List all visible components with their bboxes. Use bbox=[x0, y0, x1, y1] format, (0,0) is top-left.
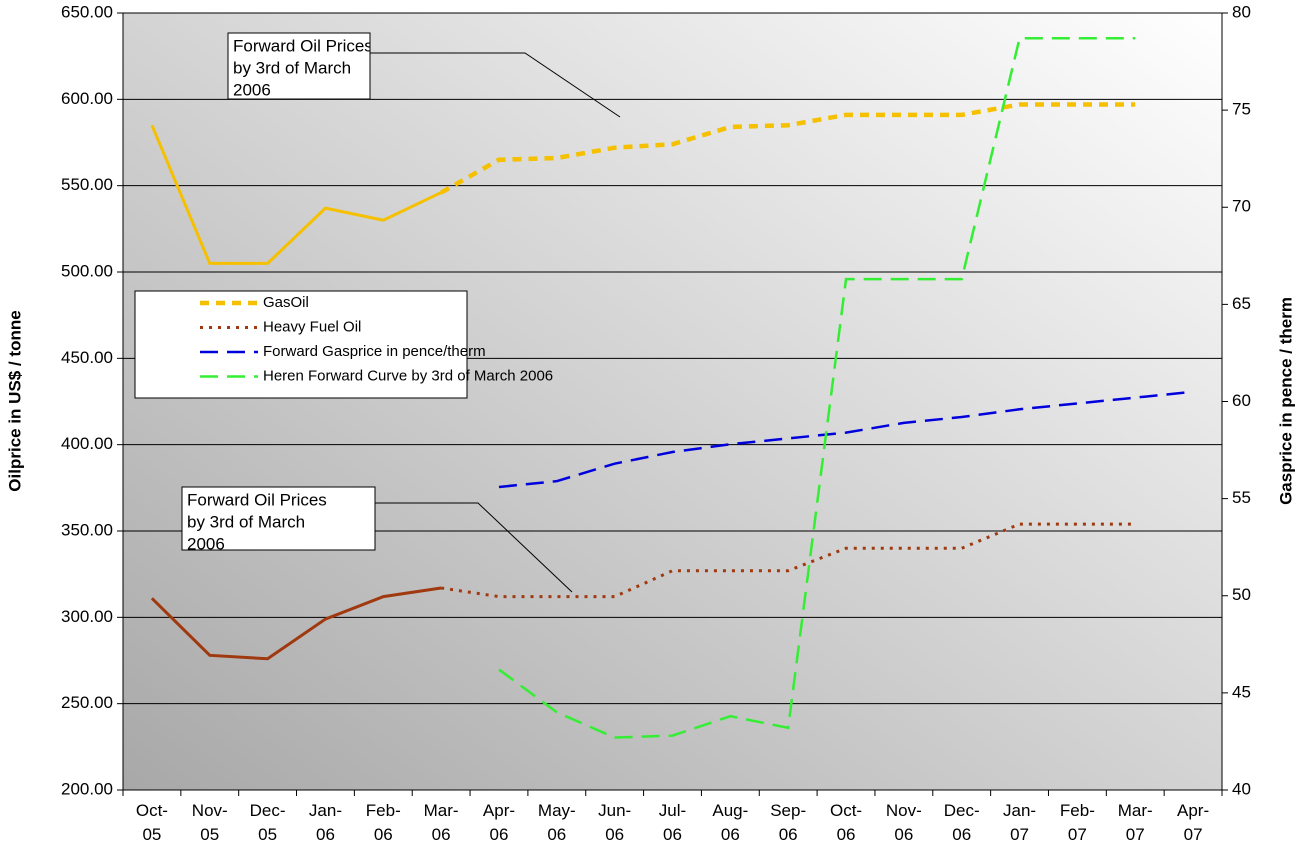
y2-tick-label: 75 bbox=[1232, 100, 1251, 119]
y2-tick-label: 50 bbox=[1232, 585, 1251, 604]
y-tick-label: 200.00 bbox=[61, 779, 113, 798]
legend-label: Heavy Fuel Oil bbox=[263, 318, 361, 335]
annotation-text: Forward Oil Prices bbox=[233, 36, 373, 55]
annotation: Forward Oil Prices by 3rd of March 2006 bbox=[187, 490, 327, 553]
x-tick-label: Jan-07 bbox=[1003, 801, 1036, 844]
annotation-text: 2006 bbox=[233, 80, 271, 99]
legend-label: GasOil bbox=[263, 294, 309, 311]
series-line bbox=[498, 37, 1136, 739]
x-tick-label: Oct-05 bbox=[136, 801, 168, 844]
y-tick-label: 500.00 bbox=[61, 261, 113, 280]
y2-tick-label: 55 bbox=[1232, 488, 1251, 507]
y-tick-label: 350.00 bbox=[61, 520, 113, 539]
y2-axis-title: Gasprice in pence / therm bbox=[1276, 297, 1295, 505]
y2-tick-label: 70 bbox=[1232, 197, 1251, 216]
y-tick-label: 650.00 bbox=[61, 2, 113, 21]
annotation-text: Forward Oil Prices bbox=[187, 490, 327, 509]
y-tick-label: 450.00 bbox=[61, 348, 113, 367]
annotation-box bbox=[227, 32, 371, 100]
x-tick-label: Dec-05 bbox=[250, 801, 286, 844]
y-tick-label: 550.00 bbox=[61, 175, 113, 194]
x-tick-label: Aug-06 bbox=[712, 801, 748, 844]
x-tick-label: Feb-07 bbox=[1060, 801, 1095, 844]
y2-tick-label: 65 bbox=[1232, 294, 1251, 313]
y-tick-label: 300.00 bbox=[61, 607, 113, 626]
annotation-text: by 3rd of March bbox=[187, 512, 305, 531]
leader-line bbox=[370, 52, 621, 118]
series-line bbox=[440, 522, 1136, 599]
plot-area bbox=[123, 13, 1222, 790]
annotation-box bbox=[181, 486, 376, 551]
x-tick-label: Nov-05 bbox=[192, 801, 228, 844]
x-tick-label: Jun-06 bbox=[598, 801, 631, 844]
x-tick-label: Apr-07 bbox=[1177, 801, 1209, 844]
y-tick-label: 250.00 bbox=[61, 693, 113, 712]
leader-line bbox=[375, 502, 573, 593]
x-tick-label: May-06 bbox=[538, 801, 576, 844]
x-tick-label: Mar-07 bbox=[1118, 801, 1153, 844]
x-tick-label: Sep-06 bbox=[770, 801, 806, 844]
x-tick-label: Nov-06 bbox=[886, 801, 922, 844]
x-tick-label: Mar-06 bbox=[424, 801, 459, 844]
series-line bbox=[440, 102, 1136, 195]
series-line bbox=[498, 390, 1194, 489]
x-tick-label: Jan-06 bbox=[309, 801, 342, 844]
x-tick-label: Dec-06 bbox=[944, 801, 980, 844]
legend-label: Heren Forward Curve by 3rd of March 2006 bbox=[263, 367, 553, 384]
legend-box bbox=[134, 290, 468, 399]
y-tick-label: 400.00 bbox=[61, 434, 113, 453]
legend-label: Forward Gasprice in pence/therm bbox=[263, 343, 486, 360]
y2-tick-label: 60 bbox=[1232, 391, 1251, 410]
y2-tick-label: 40 bbox=[1232, 779, 1251, 798]
y2-tick-label: 45 bbox=[1232, 682, 1251, 701]
x-tick-label: Apr-06 bbox=[483, 801, 515, 844]
series-line bbox=[150, 124, 442, 265]
x-tick-label: Feb-06 bbox=[366, 801, 401, 844]
annotation-text: by 3rd of March bbox=[233, 58, 351, 77]
y2-tick-label: 80 bbox=[1232, 2, 1251, 21]
annotation: Forward Oil Prices by 3rd of March 2006 bbox=[233, 36, 373, 99]
series-line bbox=[150, 586, 442, 661]
annotation-text: 2006 bbox=[187, 534, 225, 553]
x-tick-label: Oct-06 bbox=[830, 801, 862, 844]
y-tick-label: 600.00 bbox=[61, 89, 113, 108]
x-tick-label: Jul-06 bbox=[659, 801, 686, 844]
y-axis-title: Oilprice in US$ / tonne bbox=[5, 310, 24, 491]
